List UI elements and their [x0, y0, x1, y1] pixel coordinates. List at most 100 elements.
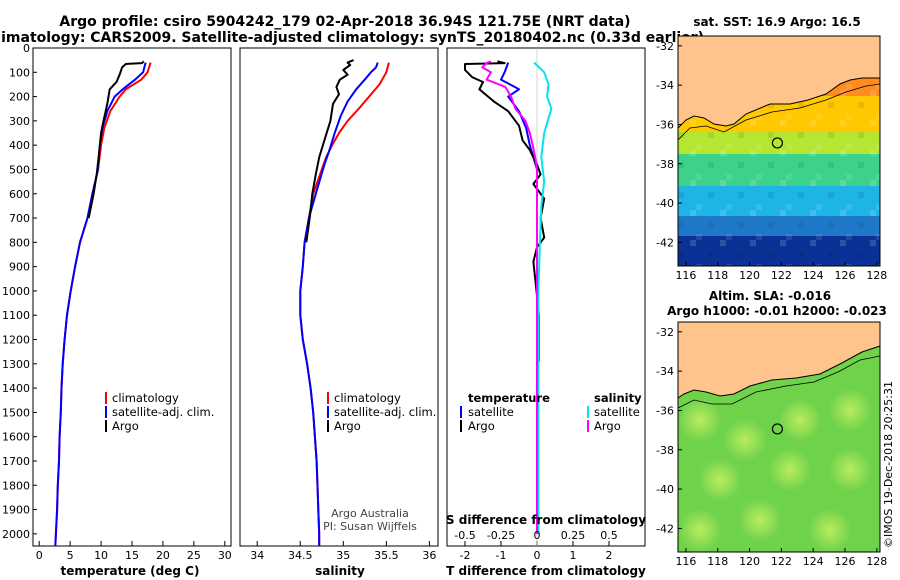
x-tick-label: 34: [250, 549, 264, 562]
temperature-axis-label: temperature (deg C): [61, 564, 200, 578]
legend-temperature-heading: temperature: [468, 391, 550, 405]
depth-tick-label: 1700: [2, 455, 30, 468]
s-diff-tick-label: 0.25: [561, 529, 586, 542]
sst-map-title: sat. SST: 16.9 Argo: 16.5: [693, 15, 860, 29]
x-tick-label: 35: [336, 549, 350, 562]
lat-tick-label: -36: [656, 404, 674, 417]
legend-argo-label: Argo: [334, 419, 361, 433]
lat-tick-label: -34: [656, 365, 674, 378]
x-tick-label: 35.5: [374, 549, 399, 562]
difference-legend: temperature satellite Argo salinity sate…: [460, 391, 642, 433]
sla-blob: [738, 498, 782, 542]
difference-plot-frame: [446, 47, 646, 547]
sla-blob: [678, 398, 722, 442]
lat-tick-label: -38: [656, 444, 674, 457]
x-tick-label: 2: [606, 549, 613, 562]
lon-tick-label: 124: [803, 555, 824, 568]
lat-tick-label: -42: [656, 236, 674, 249]
depth-tick-label: 400: [9, 139, 30, 152]
lon-tick-label: 122: [771, 555, 792, 568]
x-tick-label: 20: [156, 549, 170, 562]
series-salinity-argo: [481, 60, 538, 534]
sla-blob: [698, 458, 742, 502]
series-satellite-adj-clim: [54, 62, 147, 547]
legend-temp-argo-label: Argo: [468, 419, 495, 433]
x-tick-label: 34.5: [288, 549, 313, 562]
depth-tick-label: 1300: [2, 358, 30, 371]
sla-blob: [808, 508, 852, 552]
depth-tick-label: 0: [23, 42, 30, 55]
depth-tick-label: 2000: [2, 528, 30, 541]
sst-map: sat. SST: 16.9 Argo: 16.5 116 118 120 122 12…: [656, 15, 887, 282]
depth-tick-label: 800: [9, 236, 30, 249]
legend-temp-satellite-label: satellite: [468, 405, 514, 419]
lon-tick-label: 118: [707, 269, 728, 282]
sla-land: [677, 321, 881, 399]
sla-blob: [828, 388, 872, 432]
sla-map: Altim. SLA: -0.016 Argo h1000: -0.01 h20…: [656, 289, 887, 568]
x-tick-label: 15: [125, 549, 139, 562]
lon-tick-label: 120: [739, 555, 760, 568]
s-difference-axis-ticks: -0.5 -0.25 0 0.25 0.5: [454, 529, 617, 542]
salinity-plot-frame: [239, 47, 439, 547]
t-difference-axis-ticks: -2 -1 0 1 2: [460, 541, 613, 562]
series-argo: [305, 59, 354, 243]
depth-tick-label: 1900: [2, 504, 30, 517]
salinity-panel: 34 34.5 35 35.5 36 salinity Argo Australia P…: [239, 47, 439, 578]
lon-tick-label: 120: [739, 269, 760, 282]
salinity-profiles: [299, 59, 390, 546]
depth-tick-label: 1400: [2, 382, 30, 395]
lon-tick-label: 128: [866, 555, 887, 568]
sla-blob: [723, 418, 767, 462]
sla-map-frame: [677, 321, 881, 553]
temperature-legend: climatology satellite-adj. clim. Argo: [105, 391, 214, 433]
series-salinity-satellite: [533, 61, 553, 534]
series-satellite-adj-clim: [299, 62, 379, 546]
depth-tick-label: 300: [9, 115, 30, 128]
depth-tick-label: 500: [9, 163, 30, 176]
x-tick-label: 1: [570, 549, 577, 562]
lon-tick-label: 122: [771, 269, 792, 282]
lat-tick-label: -36: [656, 118, 674, 131]
credit-line2: PI: Susan Wijffels: [323, 520, 417, 533]
sla-blob: [778, 398, 822, 442]
sst-map-axes: 116 118 120 122 124 126 128 -32 -34 -36 -38 -40 -42: [656, 40, 887, 282]
salinity-legend: climatology satellite-adj. clim. Argo: [327, 391, 436, 433]
lat-tick-label: -32: [656, 326, 674, 339]
salinity-axis-ticks: 34 34.5 35 35.5 36: [250, 541, 436, 562]
lon-tick-label: 128: [866, 269, 887, 282]
temperature-panel: 0100200300400500600700800900100011001200…: [2, 42, 451, 578]
legend-climatology-label: climatology: [112, 391, 179, 405]
lon-tick-label: 126: [835, 555, 856, 568]
argo-position-marker: [771, 423, 784, 435]
sla-blob: [828, 448, 872, 492]
sla-isobath: [677, 355, 881, 409]
s-diff-tick-label: 0: [534, 529, 541, 542]
depth-tick-label: 1600: [2, 431, 30, 444]
sst-map-frame: [677, 35, 881, 267]
depth-tick-label: 1800: [2, 479, 30, 492]
depth-tick-label: 600: [9, 188, 30, 201]
lat-tick-label: -38: [656, 158, 674, 171]
x-tick-label: 36: [422, 549, 436, 562]
lon-tick-label: 116: [675, 269, 696, 282]
sla-blob: [678, 508, 722, 552]
lat-tick-label: -40: [656, 483, 674, 496]
copyright-stamp: ©IMOS 19-Dec-2018 20:25:31: [882, 381, 895, 548]
depth-tick-label: 1200: [2, 334, 30, 347]
credit-line1: Argo Australia: [331, 507, 409, 520]
temperature-plot-frame: [32, 47, 232, 547]
difference-profiles: [464, 48, 553, 546]
temperature-profiles: [54, 60, 152, 547]
sst-isobath: [677, 83, 881, 141]
sla-blob: [768, 448, 812, 492]
depth-tick-label: 1100: [2, 309, 30, 322]
s-diff-tick-label: -0.5: [454, 529, 475, 542]
depth-tick-label: 700: [9, 212, 30, 225]
legend-satellite-label: satellite-adj. clim.: [112, 405, 214, 419]
lon-tick-label: 126: [835, 269, 856, 282]
series-argo: [87, 60, 145, 219]
temperature-axis-ticks: 0 5 10 15 20 25 30: [36, 541, 232, 562]
lon-tick-label: 124: [803, 269, 824, 282]
figure-title-line1: Argo profile: csiro 5904242_179 02-Apr-2…: [59, 14, 630, 30]
